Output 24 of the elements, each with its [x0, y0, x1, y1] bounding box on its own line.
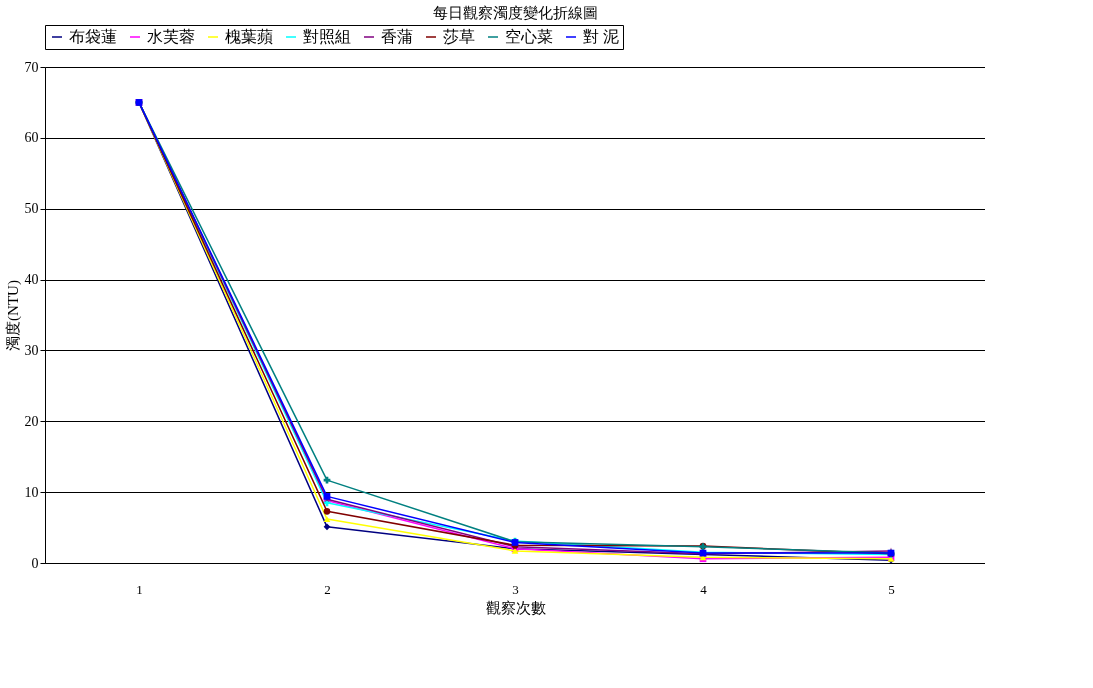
legend-label: 香蒲	[381, 28, 413, 45]
legend-label: 水芙蓉	[147, 28, 195, 45]
x-tick-label: 5	[888, 581, 895, 597]
y-tick-label: 20	[24, 413, 39, 429]
y-tick-label: 30	[24, 342, 39, 358]
y-tick-label: 40	[24, 272, 39, 288]
x-tick-label: 4	[700, 581, 708, 597]
y-tick-label: 60	[24, 130, 39, 146]
legend-label: 莎草	[443, 28, 475, 45]
chart-title: 每日觀察濁度變化折線圖	[432, 4, 598, 21]
legend-label: 對 泥	[583, 28, 619, 45]
legend-label: 對照組	[303, 28, 351, 45]
legend-label: 槐葉蘋	[225, 28, 273, 45]
y-tick-label: 0	[31, 555, 39, 571]
y-tick-label: 70	[24, 59, 39, 75]
x-tick-label: 2	[324, 581, 331, 597]
x-tick-label: 1	[136, 581, 143, 597]
x-tick-label: 3	[512, 581, 519, 597]
y-tick-label: 10	[24, 484, 39, 500]
legend-label: 空心菜	[505, 28, 553, 45]
x-axis-title: 觀察次數	[485, 599, 546, 616]
y-axis-title: 濁度(NTU)	[4, 280, 22, 351]
y-tick-label: 50	[24, 201, 39, 217]
legend-label: 布袋蓮	[69, 28, 117, 45]
